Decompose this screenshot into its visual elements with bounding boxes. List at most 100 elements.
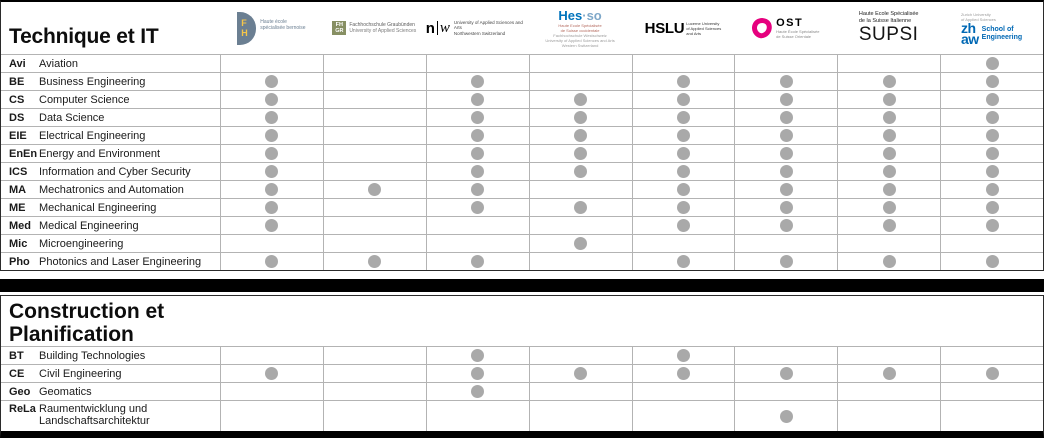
ost-text: Haute École Spécialisée de Suisse Orient… <box>776 29 820 39</box>
table-row: CE Civil Engineering <box>1 364 1043 382</box>
offering-cell-ost <box>734 163 837 180</box>
offering-cell-bfh <box>220 217 323 234</box>
offering-cell-hslu <box>631 163 735 180</box>
offered-dot <box>676 111 690 124</box>
offering-cell-ost <box>734 91 837 108</box>
table-row: BE Business Engineering <box>1 72 1043 90</box>
offering-cell-ost <box>734 145 837 162</box>
offered-dot <box>882 219 896 232</box>
table-row: ME Mechanical Engineering <box>1 198 1043 216</box>
offering-cell-hslu <box>631 55 735 72</box>
offered-dot <box>882 129 896 142</box>
offering-cell-bfh <box>220 145 323 162</box>
offering-cell-zhaw <box>940 253 1043 270</box>
offering-cell-hes-so <box>528 253 632 270</box>
table-row: EnEn Energy and Environment <box>1 144 1043 162</box>
offering-cell-bfh <box>220 109 323 126</box>
offering-cell-supsi <box>837 253 940 270</box>
offering-cell-fhgr <box>322 145 426 162</box>
fhnw-divider-icon <box>436 21 438 35</box>
offering-cell-zhaw <box>940 145 1043 162</box>
offered-dot <box>471 75 485 88</box>
offered-dot <box>265 219 279 232</box>
table-row: CS Computer Science <box>1 90 1043 108</box>
program-label: BE Business Engineering <box>1 73 220 90</box>
fhnw-w: w <box>439 19 450 36</box>
offering-cell-hes-so <box>528 127 632 144</box>
offering-cell-fhgr <box>322 365 426 382</box>
offering-cell-zhaw <box>940 217 1043 234</box>
fhnw-logo: n w University of Applied Sciences and A… <box>426 20 529 37</box>
program-abbr: Med <box>9 219 31 232</box>
offering-cell-ost <box>734 365 837 382</box>
offering-cell-fhgr <box>322 127 426 144</box>
program-abbr: BE <box>9 75 25 88</box>
logo-cell-zhaw: Zurich University of Applied Sciences zh… <box>940 2 1043 54</box>
offered-dot <box>265 111 279 124</box>
offering-cell-ost <box>734 347 837 364</box>
hslu-logo: HSLU Lucerne University of Applied Scien… <box>645 20 722 37</box>
hslu-text: Lucerne University of Applied Sciences a… <box>686 20 722 36</box>
ost-logo: OST Haute École Spécialisée de Suisse Or… <box>749 15 820 41</box>
offering-cell-bfh <box>220 199 323 216</box>
offering-cell-zhaw <box>940 401 1043 431</box>
offered-dot <box>265 183 279 196</box>
program-abbr: EIE <box>9 129 27 142</box>
offering-cell-ost <box>734 253 837 270</box>
hesso-text: Haute Ecole Spécialisée de Suisse occide… <box>545 22 615 48</box>
offered-dot <box>265 129 279 142</box>
offering-cell-ost <box>734 55 837 72</box>
program-name: Energy and Environment <box>39 147 161 160</box>
offered-dot <box>676 75 690 88</box>
offering-cell-fhnw <box>425 73 529 90</box>
offered-dot <box>265 93 279 106</box>
offered-dot <box>985 183 999 196</box>
offering-cell-supsi <box>837 127 940 144</box>
offered-dot <box>265 165 279 178</box>
offering-cell-ost <box>734 181 837 198</box>
table-row: DS Data Science <box>1 108 1043 126</box>
offering-cell-ost <box>734 127 837 144</box>
program-name: Medical Engineering <box>39 219 139 232</box>
section-title: Construction et Planification <box>9 300 165 346</box>
logo-cell-supsi: Haute Ecole Spécialisée de la Suisse Ita… <box>837 2 940 54</box>
program-abbr: ICS <box>9 165 28 178</box>
offering-cell-zhaw <box>940 383 1043 400</box>
offered-dot <box>471 183 485 196</box>
offering-cell-supsi <box>837 199 940 216</box>
offering-cell-hslu <box>631 401 735 431</box>
offered-dot <box>368 183 382 196</box>
program-label: Mic Microengineering <box>1 235 220 252</box>
offering-cell-fhgr <box>322 253 426 270</box>
offering-cell-hslu <box>631 235 735 252</box>
offered-dot <box>471 367 485 380</box>
logo-cell-ost: OST Haute École Spécialisée de Suisse Or… <box>734 2 837 54</box>
program-name: Mechanical Engineering <box>39 201 157 214</box>
offered-dot <box>574 111 588 124</box>
program-label: CE Civil Engineering <box>1 365 220 382</box>
offering-cell-fhgr <box>322 109 426 126</box>
zhaw-school-label: School of Engineering <box>981 26 1023 41</box>
offering-cell-ost <box>734 401 837 431</box>
program-label: EnEn Energy and Environment <box>1 145 220 162</box>
offering-cell-supsi <box>837 365 940 382</box>
offering-cell-fhnw <box>425 163 529 180</box>
program-label: Med Medical Engineering <box>1 217 220 234</box>
offering-cell-hes-so <box>528 109 632 126</box>
offering-cell-hslu <box>631 109 735 126</box>
offering-cell-ost <box>734 109 837 126</box>
offered-dot <box>985 111 999 124</box>
offering-cell-fhgr <box>322 199 426 216</box>
offered-dot <box>471 93 485 106</box>
program-name: Civil Engineering <box>39 367 122 380</box>
section-title: Technique et IT <box>9 25 159 48</box>
offering-cell-supsi <box>837 145 940 162</box>
offering-cell-hslu <box>631 73 735 90</box>
offered-dot <box>471 385 485 398</box>
offering-cell-fhgr <box>322 73 426 90</box>
offered-dot <box>882 367 896 380</box>
offered-dot <box>676 367 690 380</box>
logo-cell-fhnw: n w University of Applied Sciences and A… <box>426 2 529 54</box>
hslu-wordmark: HSLU <box>644 19 685 37</box>
offering-cell-ost <box>734 383 837 400</box>
